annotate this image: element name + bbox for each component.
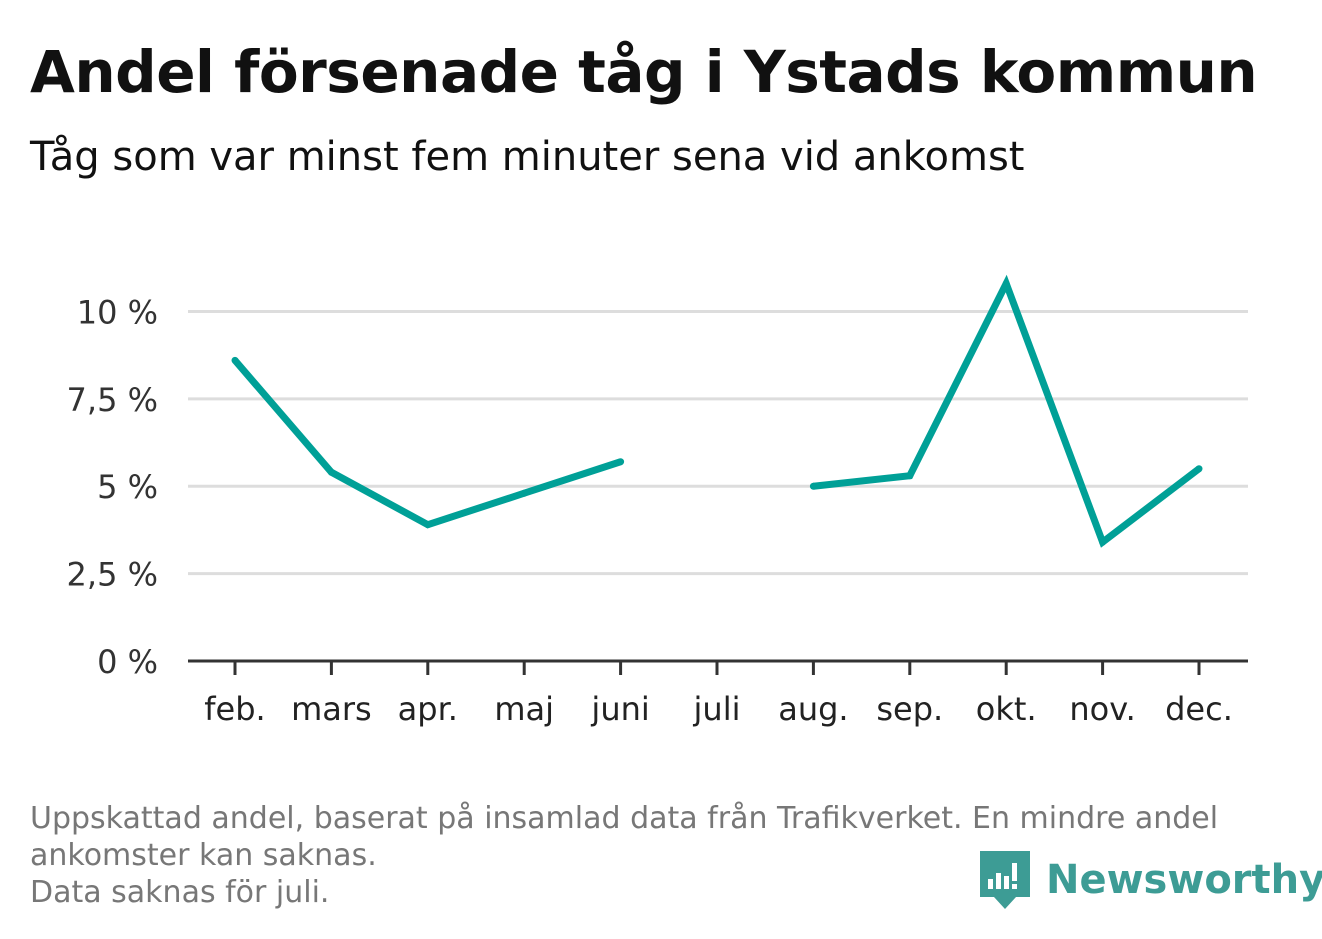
y-tick-label: 0 %: [97, 643, 158, 681]
data-point: [1099, 538, 1107, 546]
x-tick-label: feb.: [204, 690, 265, 728]
data-point: [617, 458, 625, 466]
data-point: [906, 472, 914, 480]
footnote-line: ankomster kan saknas.: [30, 838, 377, 873]
brand-logo: Newsworthy: [980, 848, 1322, 912]
x-tick-label: sep.: [876, 690, 943, 728]
newsworthy-logo-icon: [980, 851, 1030, 909]
x-tick-label: dec.: [1165, 690, 1233, 728]
y-tick-label: 7,5 %: [67, 381, 158, 419]
x-tick-label: juni: [590, 690, 649, 728]
data-point: [231, 356, 239, 364]
x-tick-label: nov.: [1069, 690, 1135, 728]
data-point: [1195, 465, 1203, 473]
footnote: Uppskattad andel, baserat på insamlad da…: [30, 800, 1280, 911]
x-tick-label: aug.: [778, 690, 848, 728]
x-tick-label: mars: [291, 690, 372, 728]
data-point: [520, 489, 528, 497]
data-point: [424, 521, 432, 529]
footnote-line: Uppskattad andel, baserat på insamlad da…: [30, 801, 1219, 836]
brand-name: Newsworthy: [1046, 857, 1322, 903]
series-line: [813, 274, 1202, 548]
series-line: [232, 358, 622, 529]
y-tick-label: 10 %: [77, 293, 158, 331]
x-tick-label: apr.: [398, 690, 458, 728]
y-tick-label: 5 %: [97, 468, 158, 506]
x-tick-label: maj: [494, 690, 554, 728]
x-tick-label: okt.: [976, 690, 1037, 728]
data-point: [1002, 279, 1010, 287]
data-point: [327, 468, 335, 476]
footnote-line: Data saknas för juli.: [30, 875, 330, 910]
data-point: [809, 482, 817, 490]
y-tick-label: 2,5 %: [67, 556, 158, 594]
chart-title: Andel försenade tåg i Ystads kommun: [30, 38, 1258, 106]
chart-subtitle: Tåg som var minst fem minuter sena vid a…: [30, 134, 1025, 180]
x-tick-label: juli: [693, 690, 741, 728]
